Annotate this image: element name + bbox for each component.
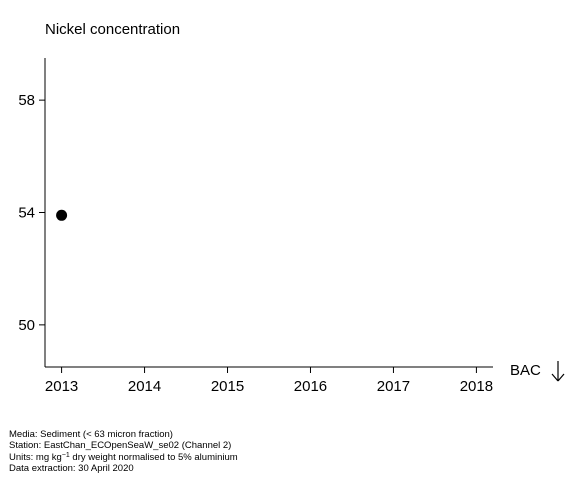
y-tick-label: 58 [18, 92, 35, 109]
y-tick-label: 54 [18, 205, 35, 222]
x-tick-label: 2018 [460, 378, 493, 395]
y-tick-label: 50 [18, 317, 35, 334]
bac-label: BAC [510, 362, 541, 379]
units-prefix: Units: mg kg [9, 451, 62, 463]
footer-extraction: Data extraction: 30 April 2020 [9, 462, 134, 474]
data-point [56, 209, 68, 221]
chart-footer: Media: Sediment (< 63 micron fraction) S… [9, 429, 238, 474]
footer-station: Station: EastChan_ECOpenSeaW_se02 (Chann… [9, 440, 232, 452]
x-tick-label: 2015 [211, 378, 244, 395]
y-axis-ticks: 50 54 58 [18, 92, 45, 334]
down-arrow-icon [551, 361, 565, 382]
x-tick-label: 2017 [377, 378, 410, 395]
chart-title: Nickel concentration [45, 21, 180, 38]
data-points [56, 209, 68, 221]
footer-media: Media: Sediment (< 63 micron fraction) [9, 429, 173, 440]
units-suffix: dry weight normalised to 5% aluminium [69, 451, 238, 463]
footer-units: Units: mg kg−1 dry weight normalised to … [9, 452, 238, 463]
units-exponent: −1 [61, 451, 70, 459]
x-tick-label: 2014 [128, 378, 161, 395]
x-axis-ticks: 2013 2014 2015 2016 2017 2018 [45, 367, 493, 395]
x-tick-label: 2016 [294, 378, 327, 395]
x-tick-label: 2013 [45, 378, 78, 395]
